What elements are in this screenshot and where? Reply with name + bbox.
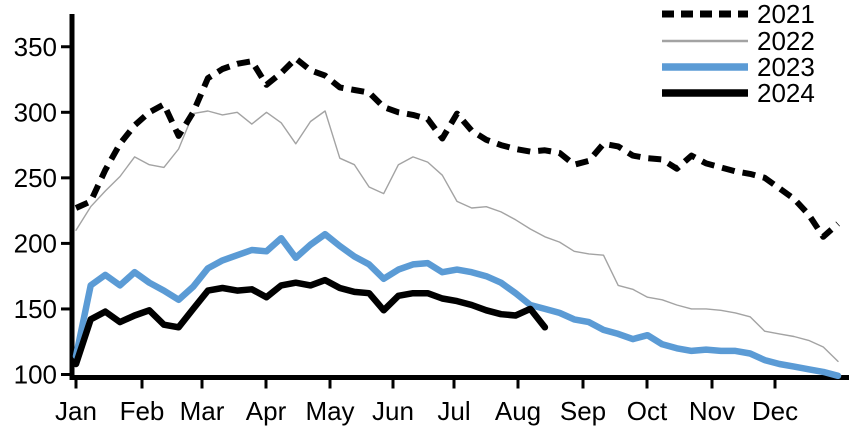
x-tick-label: Apr xyxy=(246,396,287,426)
y-tick-label: 250 xyxy=(14,163,57,193)
chart-legend: 2021 2022 2023 2024 xyxy=(661,1,815,107)
y-tick-label: 100 xyxy=(14,360,57,390)
x-tick-label: Jul xyxy=(437,396,470,426)
x-tick-label: Jan xyxy=(55,396,97,426)
x-tick-label: May xyxy=(305,396,354,426)
x-tick-label: Jun xyxy=(372,396,414,426)
x-tick-label: Oct xyxy=(627,396,668,426)
x-tick-label: Dec xyxy=(752,396,798,426)
legend-swatch-dashed-line xyxy=(662,10,748,18)
series-line-2021 xyxy=(74,55,840,240)
series-line-2022 xyxy=(75,110,839,363)
legend-label: 2023 xyxy=(757,51,815,82)
y-tick-label: 200 xyxy=(14,228,57,258)
x-tick-label: Mar xyxy=(180,396,225,426)
legend-item-2022: 2022 xyxy=(661,25,815,56)
legend-item-2021: 2021 xyxy=(661,1,815,27)
legend-label: 2022 xyxy=(757,25,815,56)
x-tick-label: Feb xyxy=(120,396,165,426)
x-tick-label: Sep xyxy=(560,396,606,426)
legend-swatch-thin-gray-line xyxy=(662,39,748,42)
legend-label: 2024 xyxy=(757,78,815,109)
legend-item-2023: 2023 xyxy=(661,54,815,80)
legend-swatch-black-line xyxy=(662,89,748,98)
legend-item-2024: 2024 xyxy=(661,80,815,106)
y-tick-label: 350 xyxy=(14,32,57,62)
series-line-2023 xyxy=(72,230,842,380)
series-line-2024 xyxy=(72,276,549,368)
x-tick-label: Aug xyxy=(495,396,541,426)
y-tick-label: 300 xyxy=(14,97,57,127)
y-tick-label: 150 xyxy=(14,294,57,324)
legend-label: 2021 xyxy=(757,0,815,30)
legend-swatch-blue-line xyxy=(662,63,748,71)
x-tick-label: Nov xyxy=(689,396,735,426)
